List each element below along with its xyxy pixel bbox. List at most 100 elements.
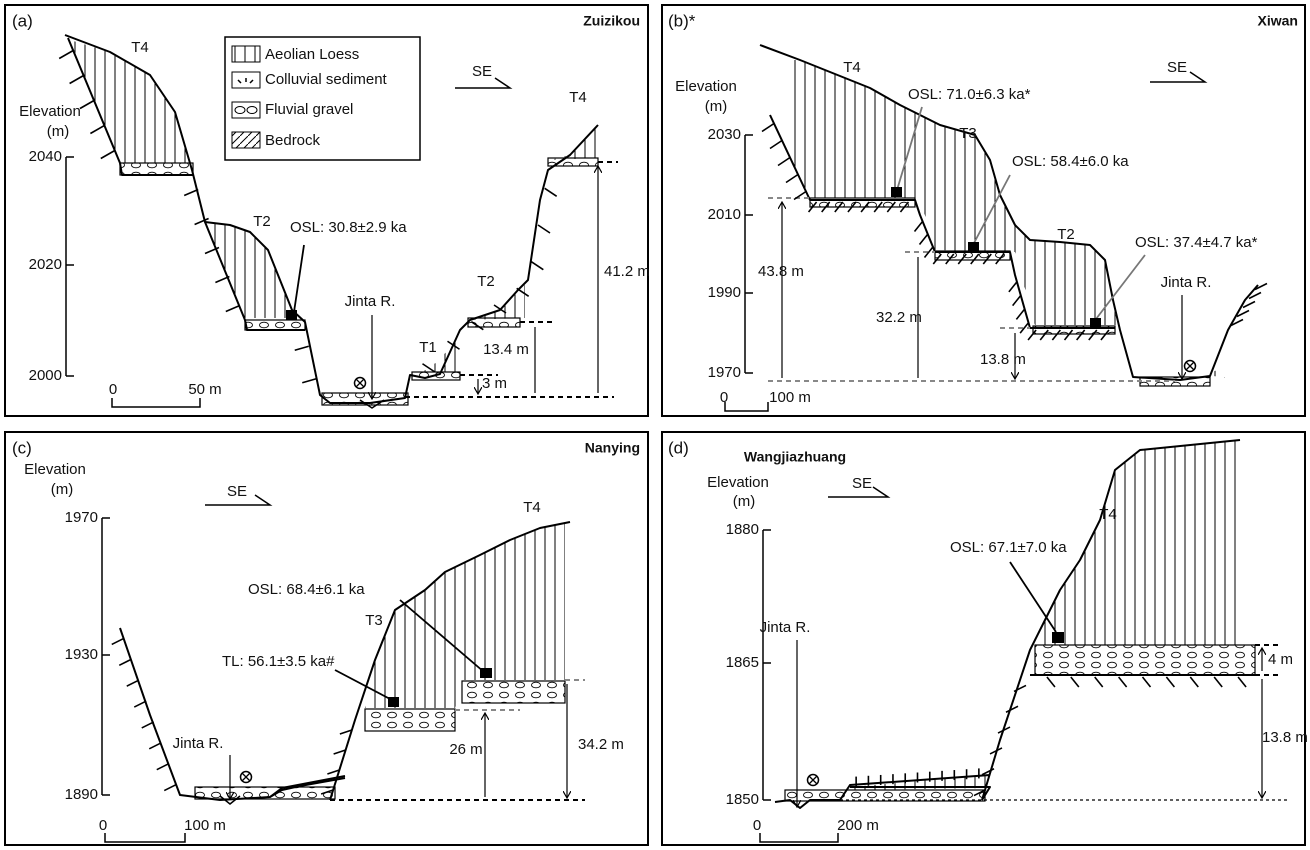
- profile-line: [478, 167, 598, 393]
- axis-title: (m): [705, 98, 728, 115]
- bedrock-hatch: [1119, 677, 1127, 687]
- bedrock-hatch: [1009, 282, 1017, 292]
- tick-label: 1880: [726, 521, 759, 538]
- shape: [462, 681, 565, 703]
- sediment-fill: [70, 40, 190, 163]
- bedrock-hatch: [119, 659, 131, 665]
- shape: [365, 709, 455, 731]
- bedrock-hatch: [1214, 677, 1222, 687]
- scale-label: 0: [99, 817, 107, 834]
- bedrock-hatch: [538, 225, 550, 233]
- bedrock-hatch: [59, 51, 73, 59]
- sediment-fill: [365, 522, 565, 708]
- annotation: T4: [523, 499, 541, 516]
- tick-label: 1970: [65, 509, 98, 526]
- site-name: Xiwan: [1258, 13, 1298, 29]
- bedrock-hatch: [778, 158, 790, 166]
- sediment-fill: [205, 222, 300, 318]
- bedrock-hatch: [149, 743, 161, 749]
- bedrock-hatch: [1013, 296, 1021, 306]
- bedrock-hatch: [101, 151, 115, 159]
- annotation: 34.2 m: [578, 736, 624, 753]
- bedrock-hatch: [157, 764, 169, 770]
- annotation: OSL: 58.4±6.0 ka: [1012, 153, 1129, 170]
- bedrock-hatch: [127, 680, 139, 686]
- bedrock-hatch: [920, 235, 928, 245]
- tick-label: 1890: [65, 786, 98, 803]
- site-name: Wangjiazhuang: [744, 449, 846, 465]
- panel-label: (d): [668, 438, 689, 457]
- legend-label: Colluvial sediment: [265, 71, 388, 88]
- shape: [1035, 645, 1255, 675]
- bedrock-hatch: [1243, 302, 1255, 308]
- axis-title: (m): [733, 493, 756, 510]
- annotation: 4 m: [1268, 651, 1293, 668]
- profile-line: [725, 402, 768, 411]
- site-name: Zuizikou: [583, 13, 640, 29]
- profile-line: [66, 157, 74, 376]
- annotation: 41.2 m: [604, 263, 650, 280]
- legend-swatch: [232, 102, 260, 118]
- profile-line: [745, 135, 753, 373]
- panel-label: (a): [12, 11, 33, 30]
- legend-swatch: [232, 132, 260, 148]
- profile-line: [356, 379, 364, 387]
- tick-label: 2000: [29, 367, 62, 384]
- shape: [245, 320, 305, 330]
- annotation: OSL: 30.8±2.9 ka: [290, 219, 407, 236]
- tick-label: 2040: [29, 148, 62, 165]
- bedrock-hatch: [215, 277, 229, 283]
- profile-line: [809, 776, 817, 784]
- annotation: 13.8 m: [1262, 729, 1308, 746]
- annotation: T2: [1057, 226, 1075, 243]
- direction-label: SE: [472, 63, 492, 80]
- shape: [468, 318, 520, 327]
- annotation: 26 m: [449, 741, 482, 758]
- axis-title: Elevation: [19, 103, 81, 120]
- shape: [968, 242, 979, 252]
- axis-title: Elevation: [24, 461, 86, 478]
- bedrock-hatch: [142, 722, 154, 728]
- profile-line: [763, 530, 771, 800]
- annotation: Jinta R.: [173, 735, 224, 752]
- direction-label: SE: [852, 475, 872, 492]
- annotation: TL: 56.1±3.5 ka#: [222, 653, 335, 670]
- scale-label: 200 m: [837, 817, 879, 834]
- bedrock-hatch: [1238, 677, 1246, 687]
- bedrock-hatch: [545, 188, 557, 196]
- shape: [1052, 632, 1064, 643]
- scale-label: 0: [720, 389, 728, 406]
- bedrock-hatch: [770, 141, 782, 149]
- profile-line: [242, 773, 250, 781]
- tick-label: 1970: [708, 364, 741, 381]
- annotation: 13.4 m: [483, 341, 529, 358]
- annotation: T4: [1099, 506, 1117, 523]
- axis-title: (m): [47, 123, 70, 140]
- bedrock-hatch: [1014, 685, 1026, 691]
- annotation: T4: [843, 59, 861, 76]
- bedrock-hatch: [112, 638, 124, 644]
- bedrock-hatch: [762, 124, 774, 132]
- annotation: 43.8 m: [758, 263, 804, 280]
- bedrock-hatch: [1047, 677, 1055, 687]
- bedrock-hatch: [90, 126, 104, 134]
- annotation: 3 m: [482, 375, 507, 392]
- tick-label: 1930: [65, 646, 98, 663]
- annotation: T3: [365, 612, 383, 629]
- sediment-fill: [550, 125, 598, 160]
- bedrock-hatch: [226, 306, 240, 312]
- scale-label: 100 m: [769, 389, 811, 406]
- bedrock-hatch: [302, 379, 316, 383]
- annotation: Jinta R.: [760, 619, 811, 636]
- site-name: Nanying: [585, 440, 640, 456]
- direction-label: SE: [227, 483, 247, 500]
- annotation: T2: [253, 213, 271, 230]
- shape: [388, 697, 399, 707]
- profile-line: [1010, 562, 1056, 632]
- shape: [286, 310, 297, 320]
- annotation: T4: [569, 89, 587, 106]
- profile-line: [105, 833, 185, 842]
- annotation: T2: [477, 273, 495, 290]
- bedrock-hatch: [80, 101, 94, 109]
- direction-label: SE: [1167, 59, 1187, 76]
